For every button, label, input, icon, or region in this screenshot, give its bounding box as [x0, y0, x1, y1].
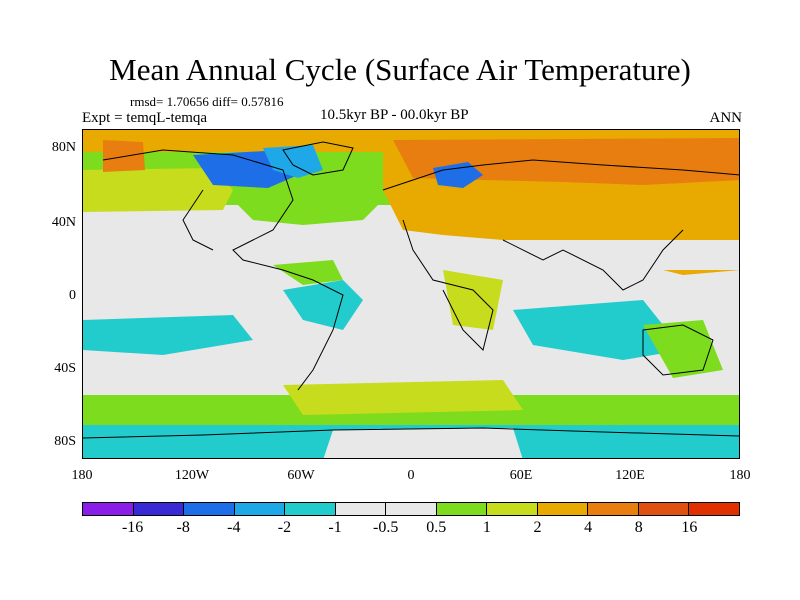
south-america-cooling-region: [283, 280, 363, 330]
australia-coastline: [642, 324, 714, 376]
antarctic-neutral-region: [323, 428, 523, 458]
x-tick-label: 180: [71, 468, 93, 483]
south-pacific-cooling-region: [83, 315, 253, 355]
x-tick-label: 60E: [509, 468, 533, 483]
chart-title: Mean Annual Cycle (Surface Air Temperatu…: [109, 52, 691, 87]
southern-ocean-yellow-region: [283, 380, 523, 415]
colorbar-segment: [335, 503, 387, 515]
temperature-anomaly-map: [83, 130, 739, 458]
colorbar-tick-label: -8: [176, 519, 190, 536]
africa-south-yellow-region: [443, 270, 503, 330]
amazon-green-region: [273, 260, 343, 285]
colorbar-tick-label: -1: [328, 519, 342, 536]
colorbar-tick-label: 2: [533, 519, 542, 536]
indian-ocean-cooling-region: [513, 300, 683, 360]
colorbar-tick-label: 1: [482, 519, 491, 536]
colorbar-segment: [588, 503, 639, 515]
colorbar-segment: [285, 503, 336, 515]
scandinavia-cooling-region: [433, 162, 483, 188]
colorbar-tick-label: 0.5: [426, 519, 447, 536]
colorbar-segment: [537, 503, 589, 515]
map-panel: [82, 129, 740, 459]
colorbar-tick-label: -16: [121, 519, 144, 536]
period-label: 10.5kyr BP - 00.0kyr BP: [320, 107, 469, 123]
colorbar-tick-label: 8: [634, 519, 643, 536]
colorbar-segment: [638, 503, 690, 515]
atlantic-green-region: [233, 188, 383, 225]
season-label: ANN: [709, 110, 743, 126]
colorbar-tick-label: -2: [277, 519, 292, 536]
x-tick-label: 180: [729, 468, 751, 483]
colorbar-segment: [184, 503, 235, 515]
colorbar-segment: [689, 503, 739, 515]
africa-coastline: [402, 219, 494, 351]
y-tick-label: 80S: [54, 434, 76, 449]
colorbar-segment: [133, 503, 185, 515]
colorbar-segment: [436, 503, 488, 515]
north-america-west-coast: [182, 189, 214, 251]
antarctica-coastline: [83, 427, 739, 439]
y-tick-label: 40N: [51, 215, 76, 230]
colorbar-tick-label: 16: [681, 519, 698, 536]
colorbar-tick-label: -0.5: [373, 519, 399, 536]
coastlines: [83, 141, 739, 439]
colorbar-segment: [386, 503, 437, 515]
colorbar-segment: [487, 503, 538, 515]
x-tick-label: 120E: [615, 468, 645, 483]
y-tick-label: 40S: [54, 361, 76, 376]
americas-coastline: [102, 149, 344, 391]
greenland-coastline: [282, 141, 354, 176]
x-tick-label: 0: [407, 468, 415, 483]
x-tick-label: 120W: [174, 468, 210, 483]
y-tick-label: 0: [69, 288, 76, 303]
x-tick-label: 60W: [287, 468, 315, 483]
colorbar: [82, 502, 740, 516]
colorbar-tick-label: 4: [584, 519, 593, 536]
colorbar-tick-label: -4: [227, 519, 241, 536]
y-tick-label: 80N: [51, 140, 76, 155]
experiment-label: Expt = temqL-temqa: [82, 110, 208, 126]
colorbar-segment: [234, 503, 286, 515]
hudson-cooling-region: [263, 145, 323, 178]
eurasia-north-coast: [382, 159, 739, 191]
south-asia-coastline: [502, 229, 684, 291]
colorbar-segment: [83, 503, 134, 515]
stats-line: rmsd= 1.70656 diff= 0.57816: [130, 94, 284, 109]
